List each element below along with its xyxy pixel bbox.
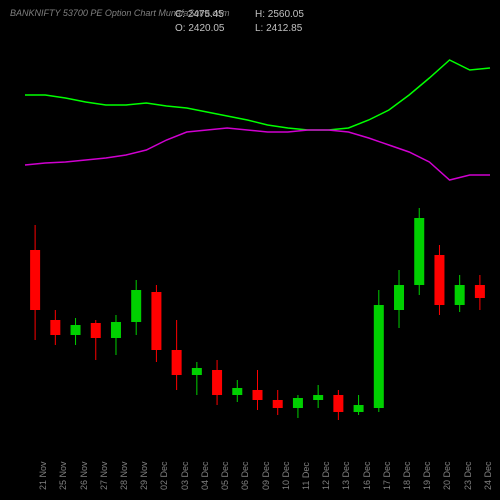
candle-body [354,405,364,412]
chart-container: BANKNIFTY 53700 PE Option Chart MunafaSu… [0,0,500,500]
candle-body [273,400,283,408]
x-axis-label: 21 Nov [38,461,48,490]
x-axis-label: 03 Dec [180,461,190,490]
x-axis-label: 19 Dec [422,461,432,490]
x-axis-label: 28 Nov [119,461,129,490]
x-axis-label: 29 Nov [139,461,149,490]
x-axis-label: 06 Dec [240,461,250,490]
candle-body [253,390,263,400]
x-axis-label: 10 Dec [281,461,291,490]
x-axis-label: 11 Dec [301,462,311,490]
candle-body [172,350,182,375]
x-axis-label: 17 Dec [382,461,392,490]
candle-body [414,218,424,285]
candle-body [394,285,404,310]
x-axis-label: 25 Nov [58,461,68,490]
candle-body [374,305,384,408]
x-axis-label: 20 Dec [442,461,452,490]
candle-body [71,325,81,335]
x-axis-label: 27 Nov [99,461,109,490]
indicator-line-magenta [25,128,490,180]
x-axis-label: 23 Dec [463,461,473,490]
candle-body [455,285,465,305]
x-axis-label: 12 Dec [321,461,331,490]
candle-body [333,395,343,412]
candle-body [50,320,60,335]
candle-body [192,368,202,375]
candle-body [434,255,444,305]
x-axis-label: 26 Nov [79,461,89,490]
x-axis-label: 02 Dec [159,461,169,490]
candle-body [131,290,141,322]
x-axis-label: 09 Dec [261,461,271,490]
candle-body [91,323,101,338]
x-axis-label: 16 Dec [362,461,372,490]
candle-body [313,395,323,400]
candle-body [232,388,242,395]
x-axis-label: 13 Dec [341,461,351,490]
indicator-line-green [25,60,490,130]
candle-body [151,292,161,350]
candle-body [475,285,485,298]
x-axis-label: 24 Dec [483,461,493,490]
x-axis-label: 04 Dec [200,461,210,490]
candle-body [212,370,222,395]
chart-svg [0,0,500,500]
candle-body [30,250,40,310]
x-axis-label: 05 Dec [220,461,230,490]
candle-body [111,322,121,338]
x-axis-label: 18 Dec [402,461,412,490]
candle-body [293,398,303,408]
